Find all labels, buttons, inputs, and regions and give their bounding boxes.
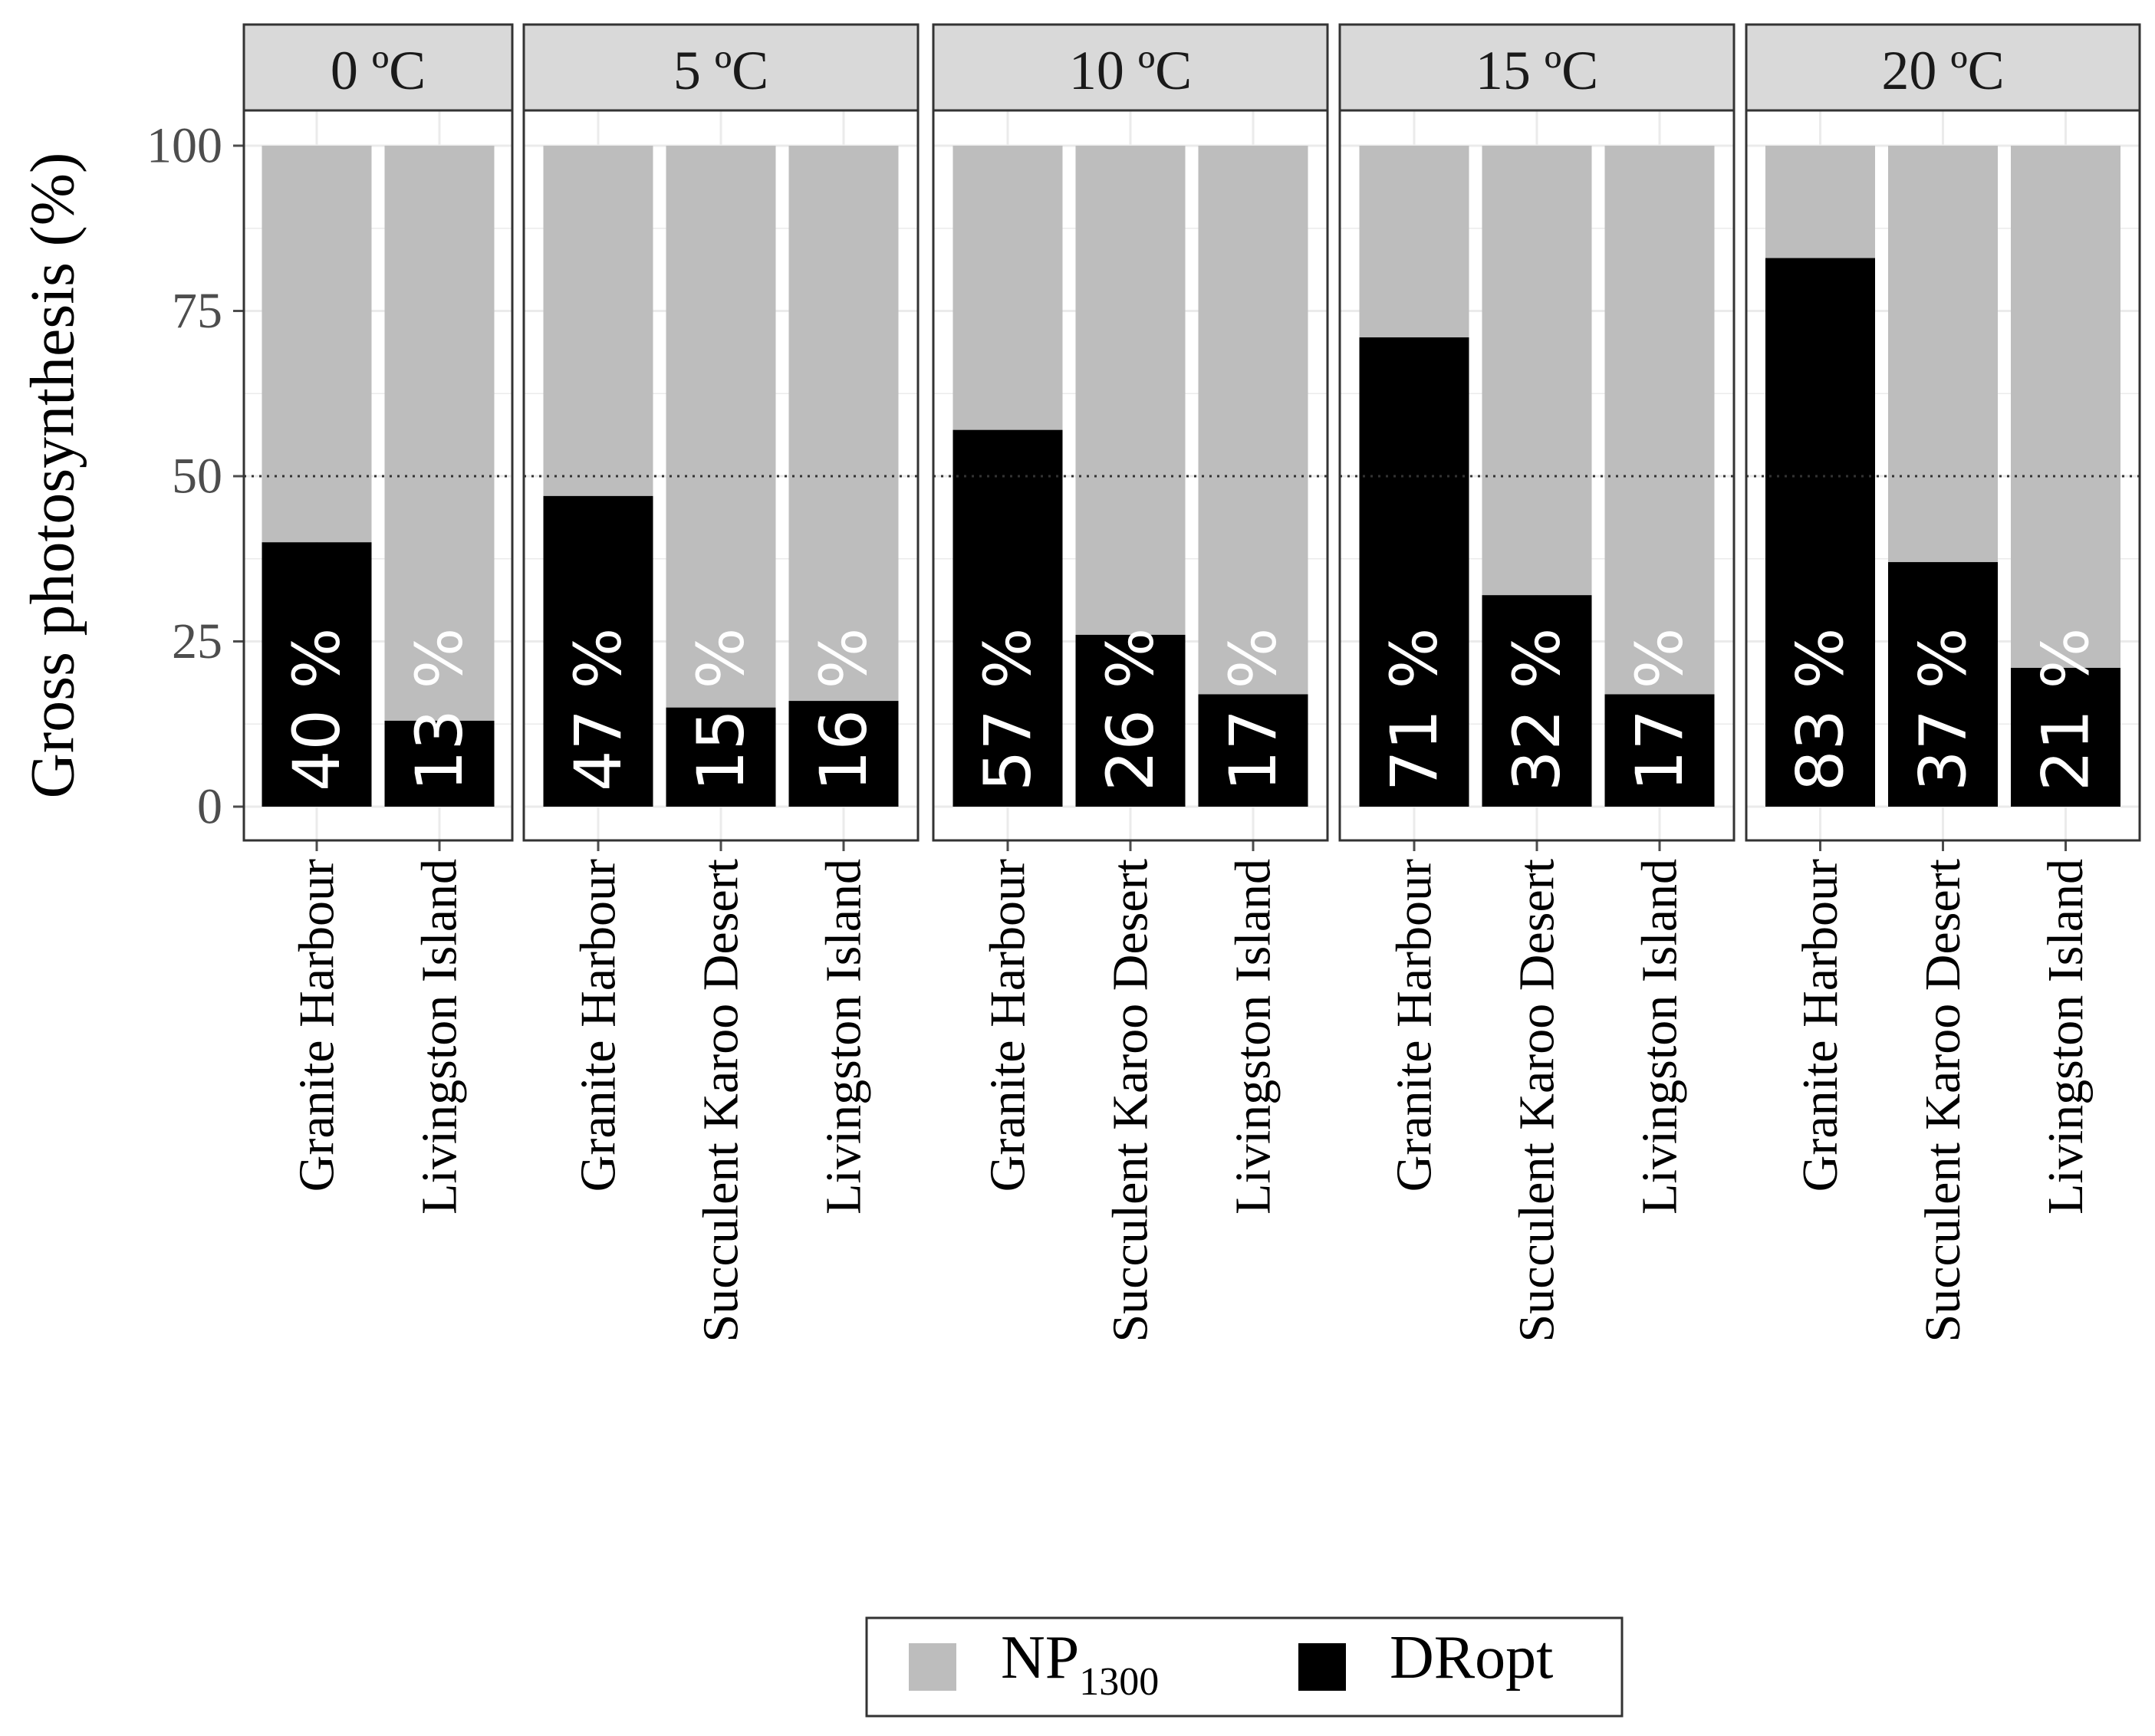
panel-border <box>1338 109 1736 842</box>
y-tick-label: 100 <box>146 118 222 174</box>
bar-dropt <box>788 701 899 807</box>
x-tick-label: Livingston Island <box>412 859 468 1215</box>
bar-np1300 <box>1359 146 1469 337</box>
legend-label-dropt: DRopt <box>1390 1624 1553 1692</box>
y-axis-title: Gross photosynthesis (%) <box>18 153 87 799</box>
panel-border <box>1745 109 2141 842</box>
y-tick-label: 0 <box>197 779 222 835</box>
panel-title: 20 ºC <box>1881 40 2004 101</box>
bar-np1300 <box>1604 146 1715 695</box>
bar-value-label: 40 % <box>279 628 354 791</box>
x-tick-label: Livingston Island <box>1632 859 1688 1215</box>
legend-swatch-np1300 <box>909 1643 956 1691</box>
x-tick-label: Succulent Karoo Desert <box>693 859 749 1342</box>
bar-dropt <box>1604 694 1715 807</box>
x-tick-label: Succulent Karoo Desert <box>1103 859 1159 1342</box>
panel-title: 10 ºC <box>1069 40 1192 101</box>
legend-box <box>865 1616 1624 1718</box>
bar-np1300 <box>1482 146 1592 596</box>
panel-border <box>522 109 920 842</box>
bar-value-label: 16 % <box>806 628 881 791</box>
x-tick-label: Succulent Karoo Desert <box>1915 859 1971 1342</box>
y-tick-label: 50 <box>172 449 222 505</box>
bar-value-label: 47 % <box>561 628 636 791</box>
bar-np1300 <box>1198 146 1308 695</box>
x-tick-label: Granite Harbour <box>289 859 345 1192</box>
bar-dropt <box>384 720 495 807</box>
bar-dropt <box>1198 694 1308 807</box>
bar-dropt <box>1482 595 1592 807</box>
legend-swatch-dropt <box>1298 1643 1346 1691</box>
bar-value-label: 13 % <box>402 628 477 791</box>
panel-strip <box>242 23 514 112</box>
x-tick-label: Livingston Island <box>2038 859 2094 1215</box>
bar-np1300 <box>2011 146 2120 668</box>
bar-dropt <box>1075 634 1186 807</box>
bar-np1300 <box>1765 146 1875 258</box>
bar-dropt <box>1765 258 1875 807</box>
bar-dropt <box>262 542 372 807</box>
bar-value-label: 17 % <box>1216 628 1291 791</box>
bar-value-label: 83 % <box>1783 628 1858 791</box>
x-tick-label: Granite Harbour <box>1792 859 1848 1192</box>
bar-np1300 <box>666 146 776 708</box>
panel-title: 5 ºC <box>673 40 768 101</box>
bar-value-label: 26 % <box>1093 628 1168 791</box>
x-tick-label: Granite Harbour <box>980 859 1036 1192</box>
y-tick-label: 75 <box>172 283 222 339</box>
x-tick-label: Granite Harbour <box>571 859 627 1192</box>
legend-label-np1300: NP1300 <box>1001 1624 1159 1704</box>
x-tick-label: Granite Harbour <box>1387 859 1443 1192</box>
panel-strip <box>1338 23 1736 112</box>
x-tick-label: Succulent Karoo Desert <box>1509 859 1565 1342</box>
legend-label-np1300-main: NP <box>1001 1624 1079 1692</box>
bar-np1300 <box>1075 146 1186 635</box>
bar-dropt <box>2011 667 2120 807</box>
bar-np1300 <box>788 146 899 702</box>
bar-dropt <box>543 495 653 807</box>
panel-title: 15 ºC <box>1476 40 1598 101</box>
legend-label-np1300-subscript: 1300 <box>1079 1660 1159 1704</box>
bar-value-label: 57 % <box>970 628 1045 791</box>
bar-dropt <box>666 707 776 807</box>
panel-strip <box>932 23 1329 112</box>
panel-title: 0 ºC <box>331 40 426 101</box>
y-tick-label: 25 <box>172 613 222 669</box>
panel-border <box>932 109 1329 842</box>
bar-np1300 <box>262 146 372 543</box>
x-tick-label: Livingston Island <box>816 859 872 1215</box>
bar-value-label: 71 % <box>1377 628 1452 791</box>
bar-value-label: 32 % <box>1499 628 1574 791</box>
panel-strip <box>522 23 920 112</box>
panel-border <box>242 109 514 842</box>
bar-dropt <box>1888 562 1998 807</box>
bar-dropt <box>952 429 1063 807</box>
bar-np1300 <box>1888 146 1998 563</box>
x-tick-label: Livingston Island <box>1226 859 1281 1215</box>
bar-np1300 <box>384 146 495 721</box>
bar-value-label: 17 % <box>1622 628 1697 791</box>
bar-value-label: 21 % <box>2028 628 2104 791</box>
bar-value-label: 15 % <box>683 628 758 791</box>
bar-value-label: 37 % <box>1906 628 1981 791</box>
bar-np1300 <box>543 146 653 496</box>
bar-np1300 <box>952 146 1063 430</box>
bar-dropt <box>1359 337 1469 807</box>
panel-strip <box>1745 23 2141 112</box>
